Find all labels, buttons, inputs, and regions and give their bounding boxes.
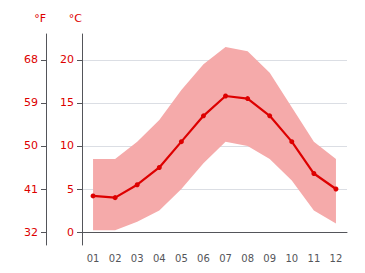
svg-text:50: 50 — [24, 139, 38, 152]
svg-text:11: 11 — [308, 253, 321, 264]
svg-text:02: 02 — [109, 253, 122, 264]
svg-text:0: 0 — [67, 226, 74, 239]
svg-text:5: 5 — [67, 183, 74, 196]
svg-text:10: 10 — [285, 253, 298, 264]
svg-text:04: 04 — [153, 253, 166, 264]
svg-text:59: 59 — [24, 96, 38, 109]
svg-text:°F: °F — [34, 12, 46, 25]
svg-text:20: 20 — [60, 53, 74, 66]
svg-text:06: 06 — [197, 253, 210, 264]
svg-text:01: 01 — [87, 253, 100, 264]
svg-text:68: 68 — [24, 53, 38, 66]
svg-text:07: 07 — [219, 253, 232, 264]
svg-text:41: 41 — [24, 183, 38, 196]
svg-text:09: 09 — [263, 253, 276, 264]
svg-text:°C: °C — [69, 12, 83, 25]
svg-text:10: 10 — [60, 139, 74, 152]
svg-text:12: 12 — [330, 253, 343, 264]
svg-text:15: 15 — [60, 96, 74, 109]
svg-text:05: 05 — [175, 253, 188, 264]
svg-text:32: 32 — [24, 226, 38, 239]
svg-text:03: 03 — [131, 253, 144, 264]
svg-text:08: 08 — [241, 253, 254, 264]
